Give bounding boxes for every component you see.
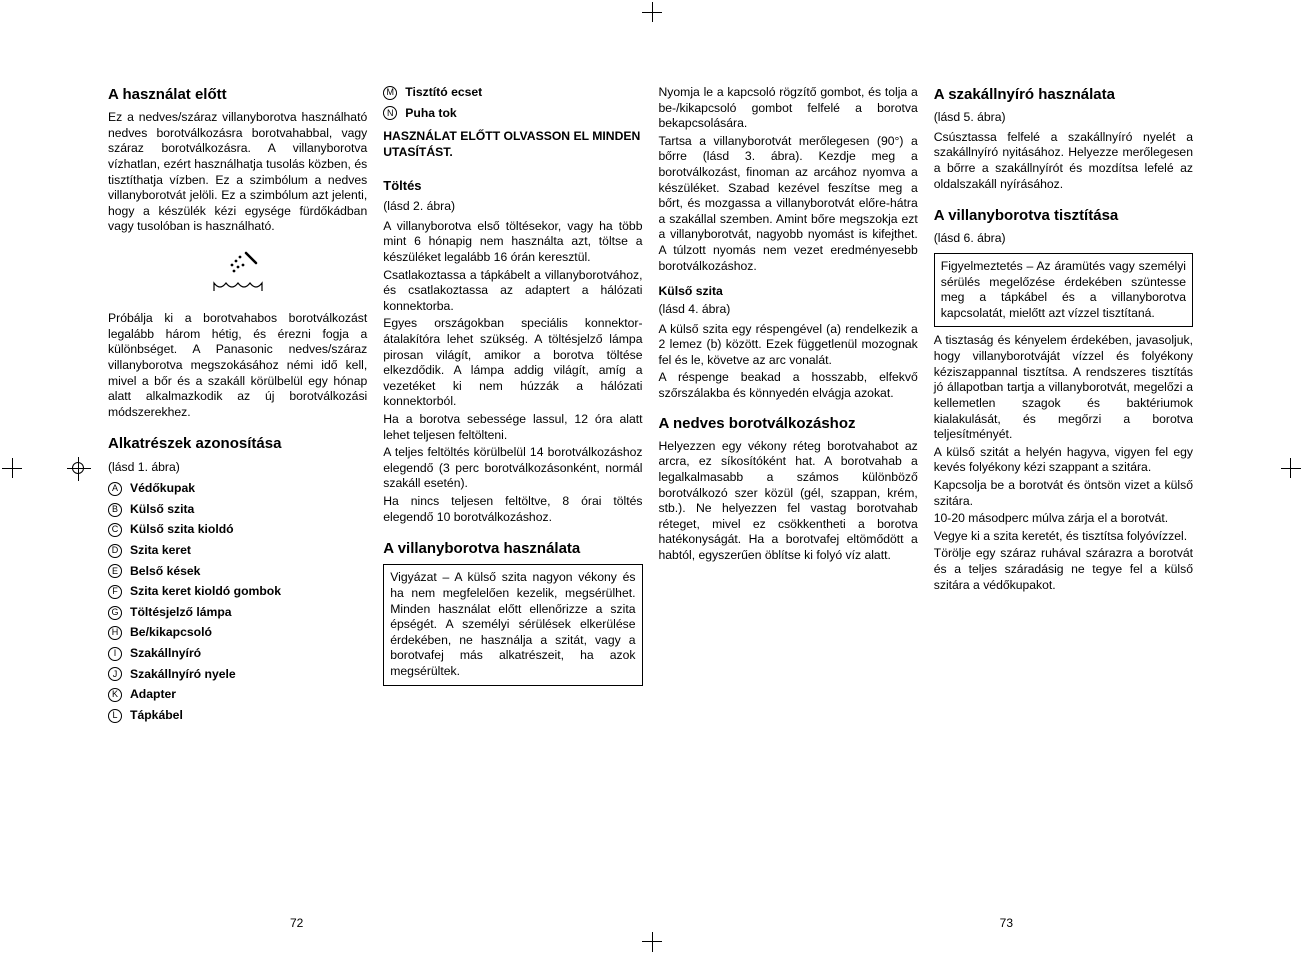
para-charge5: A teljes feltöltés körülbelül 14 borotvá… xyxy=(383,445,642,492)
para-charge6: Ha nincs teljesen feltöltve, 8 órai tölt… xyxy=(383,494,642,525)
part-h: HBe/kikapcsoló xyxy=(108,625,367,641)
ref-fig4: (lásd 4. ábra) xyxy=(659,302,918,318)
para-charge3: Egyes országokban speciális konnektor-át… xyxy=(383,316,642,410)
warning-foil: Vigyázat – A külső szita nagyon vékony é… xyxy=(383,564,642,685)
para-clean1: A tisztaság és kényelem érdekében, javas… xyxy=(934,333,1193,442)
para-use2: Tartsa a villanyborotvát merőlegesen (90… xyxy=(659,134,918,274)
heading-before-use: A használat előtt xyxy=(108,85,367,104)
column-2: MTisztító ecset NPuha tok HASZNÁLAT ELŐT… xyxy=(383,85,642,885)
ref-fig1: (lásd 1. ábra) xyxy=(108,460,367,476)
para-trimmer: Csúsztassa felfelé a szakállnyíró nyelét… xyxy=(934,130,1193,192)
heading-outer-foil: Külső szita xyxy=(659,284,918,300)
heading-parts: Alkatrészek azonosítása xyxy=(108,434,367,453)
part-g: GTöltésjelző lámpa xyxy=(108,605,367,621)
part-i: ISzakállnyíró xyxy=(108,646,367,662)
heading-trimmer: A szakállnyíró használata xyxy=(934,85,1193,104)
part-n: NPuha tok xyxy=(383,106,642,122)
para-clean2: A külső szitát a helyén hagyva, vigyen f… xyxy=(934,445,1193,476)
heading-cleaning: A villanyborotva tisztítása xyxy=(934,206,1193,225)
wet-shave-icon xyxy=(203,245,273,303)
part-b: BKülső szita xyxy=(108,502,367,518)
part-k: KAdapter xyxy=(108,687,367,703)
ref-fig2: (lásd 2. ábra) xyxy=(383,199,642,215)
para-charge2: Csatlakoztassa a tápkábelt a villanyboro… xyxy=(383,268,642,315)
para-use1: Nyomja le a kapcsoló rögzítő gombot, és … xyxy=(659,85,918,132)
para-outer1: A külső szita egy réspengével (a) rendel… xyxy=(659,322,918,369)
para-charge1: A villanyborotva első töltésekor, vagy h… xyxy=(383,219,642,266)
part-d: DSzita keret xyxy=(108,543,367,559)
para-outer2: A réspenge beakad a hosszabb, elfekvő sz… xyxy=(659,370,918,401)
para-wet: Helyezzen egy vékony réteg borotvahabot … xyxy=(659,439,918,564)
part-a: AVédőkupak xyxy=(108,481,367,497)
part-m: MTisztító ecset xyxy=(383,85,642,101)
heading-wet-shave: A nedves borotválkozáshoz xyxy=(659,414,918,433)
column-4: A szakállnyíró használata (lásd 5. ábra)… xyxy=(934,85,1193,885)
para-charge4: Ha a borotva sebessége lassul, 12 óra al… xyxy=(383,412,642,443)
part-l: LTápkábel xyxy=(108,708,367,724)
para-before-use: Ez a nedves/száraz villanyborotva haszná… xyxy=(108,110,367,235)
para-clean4: 10-20 másodperc múlva zárja el a borotvá… xyxy=(934,511,1193,527)
para-clean5: Vegye ki a szita keretét, és tisztítsa f… xyxy=(934,529,1193,545)
part-f: FSzita keret kioldó gombok xyxy=(108,584,367,600)
column-1: A használat előtt Ez a nedves/száraz vil… xyxy=(108,85,367,885)
page-number-right: 73 xyxy=(1000,916,1013,930)
page-number-left: 72 xyxy=(290,916,303,930)
warning-shock: Figyelmeztetés – Az áramütés vagy személ… xyxy=(934,253,1193,327)
part-j: JSzakállnyíró nyele xyxy=(108,667,367,683)
read-all-instructions: HASZNÁLAT ELŐTT OLVASSON EL MINDEN UTASÍ… xyxy=(383,129,642,160)
heading-use-shaver: A villanyborotva használata xyxy=(383,539,642,558)
parts-list-cont: MTisztító ecset NPuha tok xyxy=(383,85,642,121)
para-clean6: Törölje egy száraz ruhával szárazra a bo… xyxy=(934,546,1193,593)
part-c: CKülső szita kioldó xyxy=(108,522,367,538)
para-clean3: Kapcsolja be a borotvát és öntsön vizet … xyxy=(934,478,1193,509)
column-3: Nyomja le a kapcsoló rögzítő gombot, és … xyxy=(659,85,918,885)
part-e: EBelső kések xyxy=(108,564,367,580)
page-spread: A használat előtt Ez a nedves/száraz vil… xyxy=(108,85,1193,885)
ref-fig6: (lásd 6. ábra) xyxy=(934,231,1193,247)
ref-fig5: (lásd 5. ábra) xyxy=(934,110,1193,126)
heading-charging: Töltés xyxy=(383,178,642,195)
para-try: Próbálja ki a borotvahabos borotválkozás… xyxy=(108,311,367,420)
parts-list: AVédőkupak BKülső szita CKülső szita kio… xyxy=(108,481,367,723)
